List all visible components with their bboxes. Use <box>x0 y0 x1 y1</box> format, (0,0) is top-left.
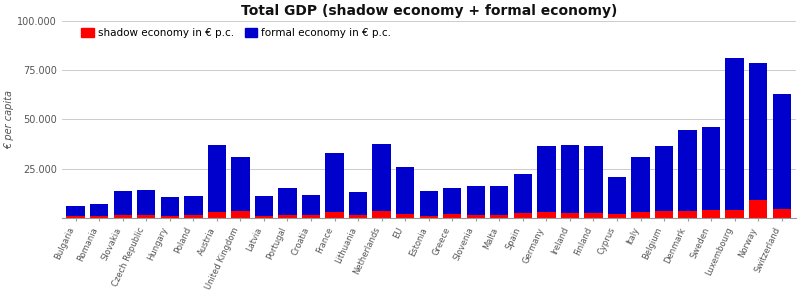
Bar <box>443 188 462 214</box>
Bar <box>161 197 179 216</box>
Bar <box>584 213 602 218</box>
Bar <box>161 216 179 218</box>
Bar <box>537 212 555 218</box>
Bar <box>349 192 367 214</box>
Bar <box>114 215 132 218</box>
Bar <box>655 146 674 211</box>
Bar <box>678 211 697 218</box>
Bar <box>726 58 744 210</box>
Legend: shadow economy in € p.c., formal economy in € p.c.: shadow economy in € p.c., formal economy… <box>82 28 391 38</box>
Bar <box>326 153 344 212</box>
Bar <box>137 191 155 215</box>
Bar <box>561 213 579 218</box>
Bar <box>466 186 485 214</box>
Bar <box>537 146 555 212</box>
Bar <box>702 127 720 210</box>
Bar <box>373 211 391 218</box>
Bar <box>278 215 297 218</box>
Title: Total GDP (shadow economy + formal economy): Total GDP (shadow economy + formal econo… <box>241 4 617 18</box>
Bar <box>702 210 720 218</box>
Bar <box>396 214 414 218</box>
Bar <box>773 209 791 218</box>
Bar <box>66 206 85 216</box>
Bar <box>90 204 108 216</box>
Bar <box>231 211 250 218</box>
Bar <box>231 157 250 211</box>
Bar <box>66 216 85 218</box>
Bar <box>278 189 297 215</box>
Bar <box>608 214 626 218</box>
Bar <box>114 191 132 215</box>
Bar <box>631 157 650 212</box>
Bar <box>514 213 532 218</box>
Bar <box>208 212 226 218</box>
Bar <box>466 214 485 218</box>
Bar <box>302 215 320 218</box>
Bar <box>608 177 626 214</box>
Bar <box>396 167 414 214</box>
Bar <box>184 196 202 214</box>
Bar <box>749 200 767 218</box>
Bar <box>302 195 320 215</box>
Bar <box>631 212 650 218</box>
Bar <box>490 215 509 218</box>
Bar <box>208 145 226 212</box>
Bar <box>419 216 438 218</box>
Bar <box>137 215 155 218</box>
Bar <box>655 211 674 218</box>
Bar <box>373 144 391 211</box>
Bar <box>514 174 532 213</box>
Bar <box>349 214 367 218</box>
Bar <box>254 196 273 216</box>
Bar <box>584 146 602 213</box>
Bar <box>678 130 697 211</box>
Bar <box>419 191 438 216</box>
Bar <box>326 212 344 218</box>
Bar <box>184 214 202 218</box>
Bar <box>90 216 108 218</box>
Bar <box>490 186 509 215</box>
Bar <box>254 216 273 218</box>
Bar <box>773 94 791 209</box>
Bar <box>561 145 579 213</box>
Bar <box>443 214 462 218</box>
Y-axis label: € per capita: € per capita <box>4 90 14 149</box>
Bar <box>749 63 767 200</box>
Bar <box>726 210 744 218</box>
